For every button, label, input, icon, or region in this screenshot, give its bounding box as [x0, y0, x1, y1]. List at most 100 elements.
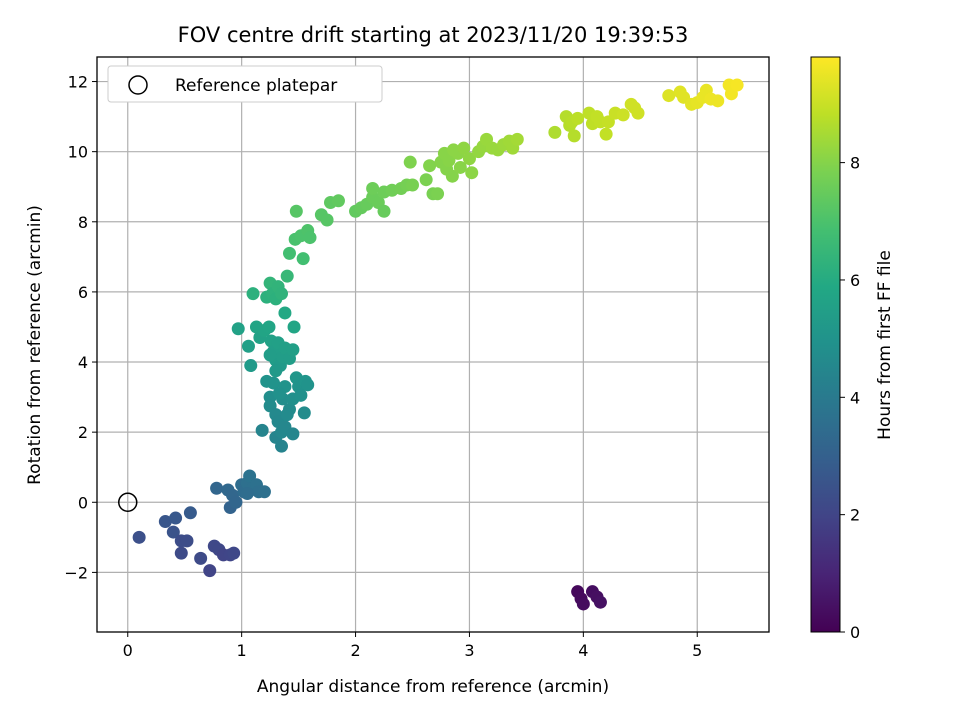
- data-point: [280, 269, 294, 283]
- y-tick-label: 12: [68, 73, 88, 92]
- data-point: [243, 469, 257, 483]
- data-point: [289, 204, 303, 218]
- data-point: [275, 439, 289, 453]
- data-point: [267, 376, 281, 390]
- data-point: [662, 89, 676, 103]
- reference-platepar-marker: [118, 492, 138, 513]
- data-point: [419, 173, 433, 187]
- data-point: [166, 525, 180, 539]
- data-point: [132, 530, 146, 544]
- data-point: [280, 408, 294, 422]
- data-point: [377, 204, 391, 218]
- y-axis-label: Rotation from reference (arcmin): [25, 205, 45, 485]
- legend-marker-icon: [128, 75, 148, 95]
- data-point: [631, 106, 645, 120]
- data-point: [275, 287, 289, 301]
- colorbar-ticks: 0 2 4 6 8: [840, 154, 860, 642]
- colorbar-tick-label: 6: [850, 271, 860, 290]
- data-point: [730, 78, 744, 92]
- x-tick-label: 0: [123, 641, 133, 660]
- colorbar-tick-label: 0: [850, 623, 860, 642]
- x-axis-label: Angular distance from reference (arcmin): [257, 677, 609, 697]
- data-point: [366, 181, 380, 195]
- data-point: [571, 111, 585, 125]
- x-tick-label: 3: [464, 641, 474, 660]
- data-point: [465, 166, 479, 180]
- data-point: [180, 534, 194, 548]
- data-point: [445, 169, 459, 183]
- colorbar: 0 2 4 6 8 Hours from first FF file: [810, 56, 895, 642]
- data-point: [287, 320, 301, 334]
- colorbar-gradient: [810, 56, 841, 633]
- y-tick-label: 4: [78, 353, 88, 372]
- y-tick-label: −2: [64, 563, 88, 582]
- data-point: [331, 194, 345, 208]
- data-point: [601, 115, 615, 129]
- x-axis-ticks: 0 1 2 3 4 5: [123, 632, 702, 660]
- y-axis-ticks: −2 0 2 4 6 8 10 12: [64, 73, 97, 582]
- data-point: [174, 546, 188, 560]
- colorbar-tick-label: 4: [850, 388, 860, 407]
- x-tick-label: 5: [692, 641, 702, 660]
- data-point: [599, 127, 613, 141]
- data-point: [457, 141, 471, 155]
- data-point: [210, 481, 224, 495]
- colorbar-tick-label: 2: [850, 506, 860, 525]
- data-point: [269, 364, 283, 378]
- data-point: [278, 306, 292, 320]
- data-point: [548, 125, 562, 139]
- data-point: [244, 359, 258, 373]
- data-point: [576, 597, 590, 611]
- scatter-points: [132, 78, 744, 611]
- y-tick-label: 2: [78, 423, 88, 442]
- data-point: [593, 595, 607, 609]
- legend: Reference platepar: [107, 65, 383, 103]
- data-point: [320, 213, 334, 227]
- data-point: [286, 343, 300, 357]
- data-point: [616, 108, 630, 122]
- data-point: [462, 152, 476, 166]
- y-tick-label: 0: [78, 493, 88, 512]
- data-point: [453, 160, 467, 174]
- data-point: [227, 546, 241, 560]
- data-point: [282, 246, 296, 260]
- colorbar-tick-label: 8: [850, 154, 860, 173]
- data-point: [301, 378, 315, 392]
- data-point: [257, 485, 271, 499]
- plot-frame: [96, 56, 770, 633]
- data-point: [240, 487, 254, 501]
- data-point: [229, 495, 243, 509]
- data-point: [158, 515, 172, 529]
- chart-title: FOV centre drift starting at 2023/11/20 …: [178, 23, 689, 47]
- data-point: [231, 322, 245, 336]
- x-tick-label: 4: [578, 641, 588, 660]
- data-point: [294, 388, 308, 402]
- data-point: [303, 231, 317, 245]
- data-point: [262, 320, 276, 334]
- x-tick-label: 1: [237, 641, 247, 660]
- data-point: [255, 423, 269, 437]
- colorbar-label: Hours from first FF file: [875, 250, 895, 440]
- data-point: [423, 159, 437, 173]
- y-tick-label: 10: [68, 143, 88, 162]
- legend-box: [107, 65, 383, 103]
- data-point: [431, 187, 445, 201]
- data-point: [510, 132, 524, 146]
- data-point: [442, 153, 456, 167]
- y-tick-label: 8: [78, 213, 88, 232]
- data-point: [263, 348, 277, 362]
- data-point: [241, 339, 255, 353]
- data-point: [405, 178, 419, 192]
- data-point: [297, 406, 311, 420]
- legend-label: Reference platepar: [175, 76, 337, 96]
- data-point: [183, 506, 197, 520]
- data-point: [246, 287, 260, 301]
- x-tick-label: 2: [350, 641, 360, 660]
- data-point: [272, 387, 286, 401]
- data-point: [194, 551, 208, 565]
- grid-lines: [97, 57, 769, 632]
- data-point: [169, 511, 183, 525]
- data-point: [567, 129, 581, 143]
- data-point: [711, 94, 725, 108]
